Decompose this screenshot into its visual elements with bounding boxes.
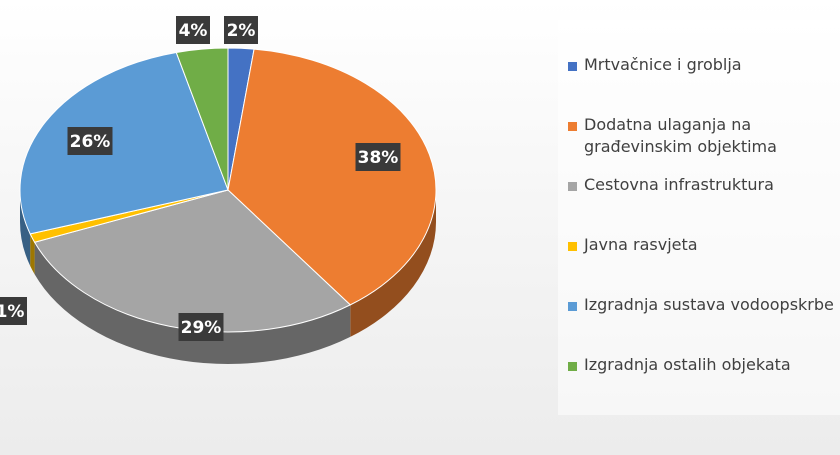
pie-slice-dodatna-ulaganja-na-gra-evinskim-objektima [227,48,437,306]
data-label-text: 1% [0,302,24,322]
pie-tops [19,47,437,333]
data-label-box [0,297,27,325]
data-label-box [224,16,258,44]
data-label-box [67,127,113,155]
data-label-mrtvacnice-i-groblja: 2% [224,16,258,44]
data-label-izgradnja-sustava-vodoopskrbe: 26% [67,127,113,155]
pie-side-izgradnja-sustava-vodoopskrbe [20,190,31,266]
legend-item-mrtvacnice: Mrtvačnice i groblja [568,54,840,76]
pie-sides [20,190,436,364]
pie-slice-cestovna-infrastruktura [33,189,352,333]
data-label-box [355,143,401,171]
legend-item-ostali-objekti: Izgradnja ostalih objekata [568,354,840,376]
pie-side-cestovna-infrastruktura [34,242,351,364]
data-label-izgradnja-ostalih-objekata: 4% [176,16,210,44]
legend-swatch [568,302,577,311]
data-label-text: 38% [358,148,399,168]
legend-label: Mrtvačnice i groblja [584,55,742,74]
legend-swatch [568,242,577,251]
legend-item-vodoopskrba: Izgradnja sustava vodoopskrbe [568,294,840,316]
legend-label: Dodatna ulaganja na građevinskim objekti… [584,115,777,156]
data-label-javna-rasvjeta: 1% [0,297,27,325]
pie-side-dodatna-ulaganja-na-gra-evinskim-objektima [350,190,436,337]
data-label-text: 4% [179,21,208,41]
legend: Mrtvačnice i groblja Dodatna ulaganja na… [558,20,840,415]
data-label-text: 2% [227,21,256,41]
legend-label: Cestovna infrastruktura [584,175,774,194]
pie-side-javna-rasvjeta [30,233,35,275]
legend-item-javna-rasvjeta: Javna rasvjeta [568,234,840,256]
pie-labels: 2% 38% 29% 1% 26% 4% [0,16,401,341]
legend-label: Izgradnja sustava vodoopskrbe [584,295,834,314]
data-label-dodatna-ulaganja-na-gra-evinskim-objektima: 38% [355,143,401,171]
data-label-text: 29% [181,318,222,338]
legend-swatch [568,62,577,71]
legend-label: Javna rasvjeta [584,235,698,254]
legend-item-cestovna: Cestovna infrastruktura [568,174,840,196]
legend-item-dodatna-ulaganja: Dodatna ulaganja na građevinskim objekti… [568,114,840,158]
data-label-box [176,16,210,44]
legend-label: Izgradnja ostalih objekata [584,355,791,374]
legend-swatch [568,182,577,191]
pie-slice-izgradnja-ostalih-objekata [175,47,229,191]
data-label-text: 26% [70,132,111,152]
pie-slice-izgradnja-sustava-vodoopskrbe [19,51,229,235]
data-label-box [178,313,224,341]
data-label-cestovna-infrastruktura: 29% [178,313,224,341]
legend-swatch [568,362,577,371]
legend-swatch [568,122,577,131]
